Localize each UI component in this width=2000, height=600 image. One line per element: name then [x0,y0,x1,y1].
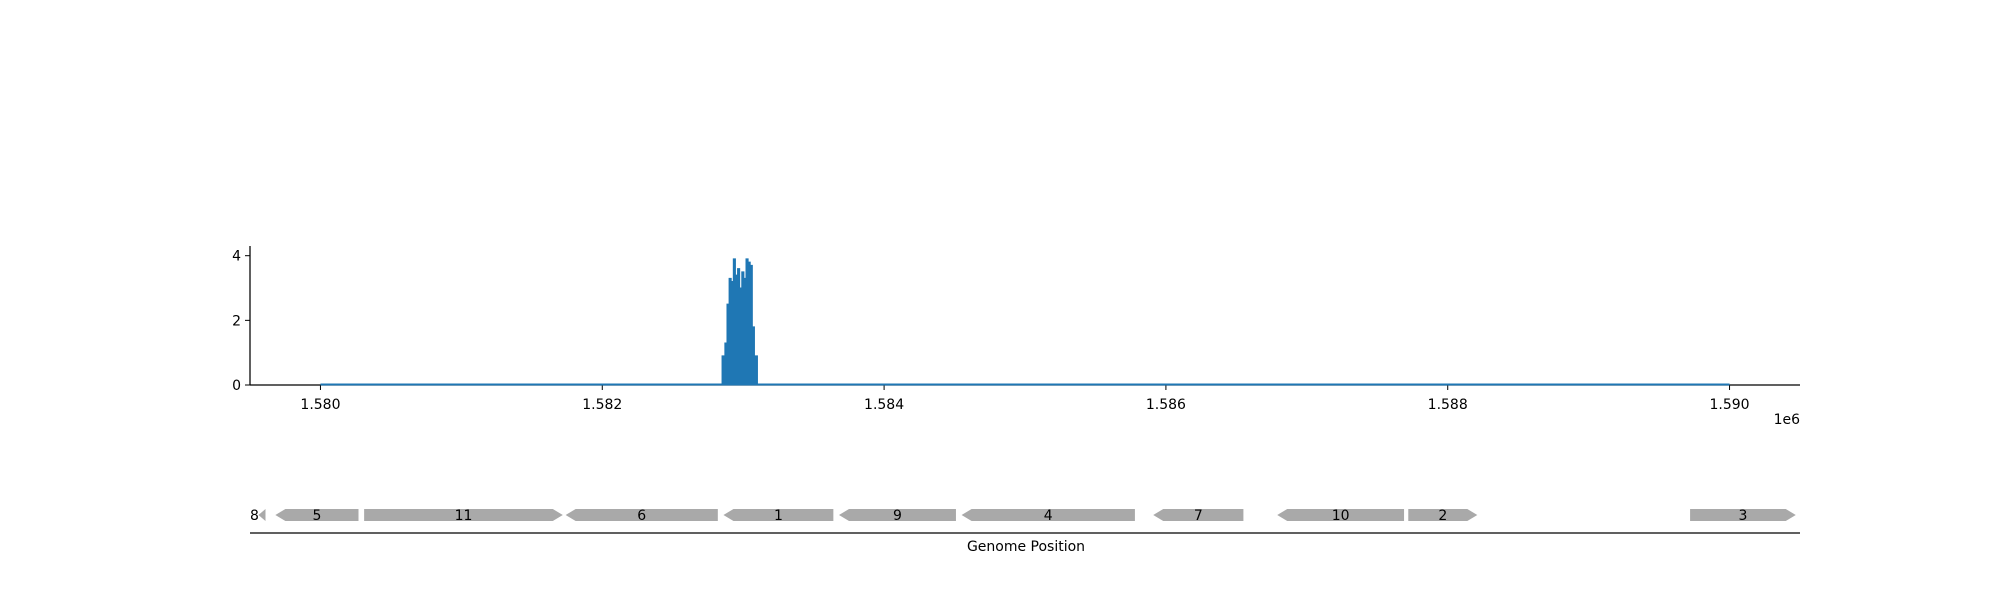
gene-label-8: 8 [250,508,259,524]
gene-arrow-5 [275,509,359,521]
coverage-plot: 0 2 4 1.580 1.582 1.584 1.586 1.588 1.590 1e6 [232,246,1800,428]
gene-label-6: 6 [637,508,646,524]
gene-arrow-7 [1153,509,1244,521]
gene-arrow-4 [961,509,1135,521]
gene-label-4: 4 [1044,508,1053,524]
x-ticks: 1.580 1.582 1.584 1.586 1.588 1.590 [300,385,1750,413]
coverage-peak [721,258,758,386]
x-tick-label: 1.588 [1428,397,1468,413]
gene-label-9: 9 [893,508,902,524]
gene-label-10: 10 [1332,508,1350,524]
gene-label-3: 3 [1738,508,1747,524]
genes-layer: 8 5 11 6 1 9 4 7 10 2 3 [250,508,1796,524]
gene-label-5: 5 [312,508,321,524]
gene-arrow-3 [1690,509,1796,521]
x-tick-label: 1.582 [582,397,622,413]
gene-label-1: 1 [774,508,783,524]
y-tick-label: 4 [232,249,241,265]
gene-arrow-9 [839,509,956,521]
gene-arrow-8 [258,509,266,521]
series-layer [320,258,1730,386]
gene-arrow-2 [1408,509,1478,521]
gene-arrow-10 [1277,509,1405,521]
x-offset-label: 1e6 [1774,412,1801,428]
gene-label-2: 2 [1438,508,1447,524]
x-tick-label: 1.586 [1146,397,1186,413]
x-tick-label: 1.584 [864,397,904,413]
x-tick-label: 1.590 [1709,397,1749,413]
gene-arrow-1 [723,509,834,521]
gene-label-11: 11 [455,508,473,524]
gene-arrow-11 [364,509,563,521]
gene-track: 8 5 11 6 1 9 4 7 10 2 3 Genome Position [250,508,1800,555]
x-axis-label: Genome Position [967,539,1085,555]
x-tick-label: 1.580 [300,397,340,413]
y-ticks: 0 2 4 [232,249,250,394]
y-tick-label: 0 [232,378,241,394]
y-tick-label: 2 [232,313,241,329]
gene-arrow-6 [565,509,718,521]
gene-label-7: 7 [1194,508,1203,524]
